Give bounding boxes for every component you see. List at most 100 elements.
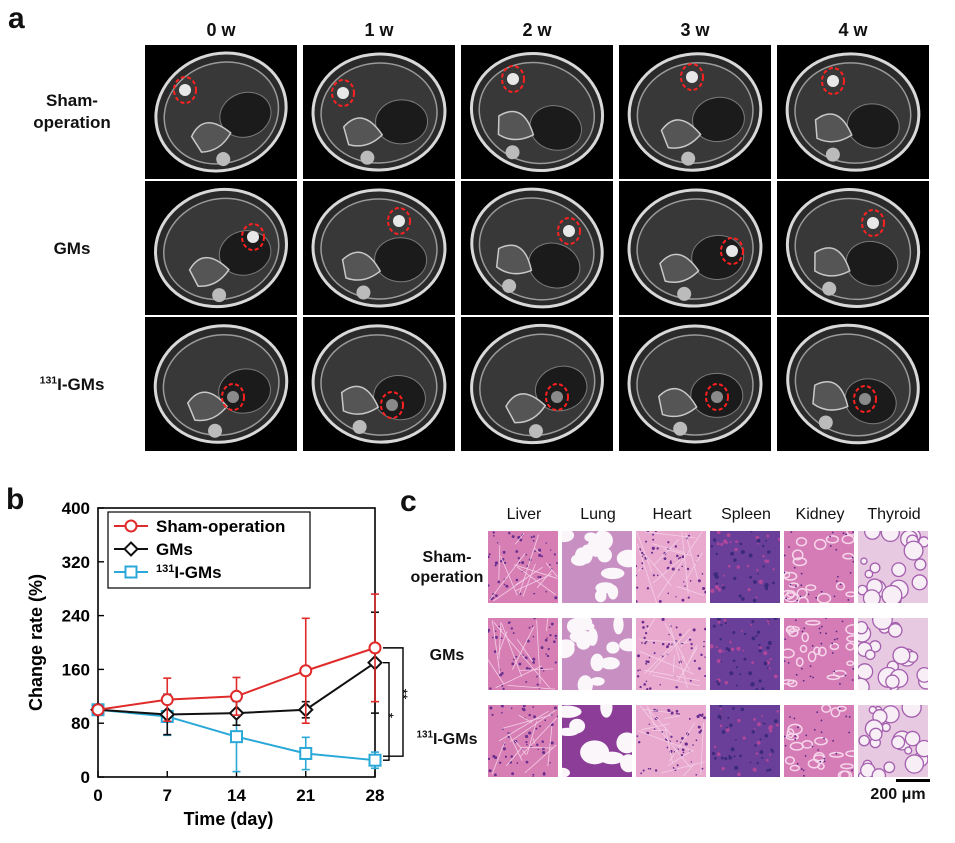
- mri-image-sham-4w: [777, 45, 929, 179]
- mri-image-sham-3w: [619, 45, 771, 179]
- y-tick-label: 80: [71, 714, 90, 733]
- column-label-1w: 1 w: [364, 20, 394, 40]
- organ-label-thyroid: Thyroid: [867, 506, 921, 523]
- tumor-marker-circle: [821, 67, 845, 95]
- histology-image-gms-kidney: [784, 618, 854, 690]
- data-point-circle: [91, 703, 105, 717]
- tumor-spot: [551, 391, 563, 403]
- tumor-spot: [179, 84, 191, 96]
- tumor-marker-circle: [501, 65, 525, 93]
- mri-image-gms-3w: [619, 181, 771, 315]
- x-tick-label: 7: [163, 786, 172, 805]
- data-point-square: [299, 746, 313, 760]
- histology-image-sham-thyroid: [858, 531, 928, 603]
- row-label-131i-gms: 131I-GMs: [39, 374, 105, 394]
- mri-image-gms-1w: [303, 181, 455, 315]
- column-label-3w: 3 w: [680, 20, 710, 40]
- mri-image-sham-1w: [303, 45, 455, 179]
- mri-image-sham-0w: [145, 45, 297, 179]
- histology-image-gms-spleen: [710, 618, 780, 690]
- x-tick-label: 14: [227, 786, 246, 805]
- tumor-spot: [247, 231, 259, 243]
- tumor-spot: [393, 215, 405, 227]
- mri-image-131i-gms-0w: [145, 317, 297, 451]
- histology-image-sham-lung: [562, 531, 632, 603]
- tumor-change-rate-chart: 0 80 160 240 320 400 0 7 14 21 28 Time (day) Change …: [26, 499, 411, 829]
- tumor-spot: [386, 399, 398, 411]
- organ-label-heart: Heart: [652, 506, 692, 523]
- mri-image-131i-gms-1w: [303, 317, 455, 451]
- legend-label-diamond: GMs: [156, 540, 193, 559]
- significance-bracket-double: [383, 647, 404, 757]
- tumor-marker-circle: [680, 63, 704, 91]
- tumor-spot: [686, 71, 698, 83]
- tumor-spot: [859, 393, 871, 405]
- scale-bar-label: 200 μm: [870, 786, 926, 803]
- histology-image-131i-gms-liver: [488, 705, 558, 777]
- mri-image-131i-gms-4w: [777, 317, 929, 451]
- significance-mark-single: *: [381, 713, 397, 719]
- tumor-marker-circle: [241, 223, 265, 251]
- histology-image-gms-liver: [488, 618, 558, 690]
- histology-image-131i-gms-spleen: [710, 705, 780, 777]
- panel-a-letter: a: [8, 2, 25, 35]
- x-axis-label: Time (day): [184, 809, 274, 829]
- y-tick-label: 160: [62, 660, 90, 679]
- column-label-0w: 0 w: [206, 20, 236, 40]
- organ-label-liver: Liver: [506, 506, 542, 523]
- mri-image-131i-gms-2w: [461, 317, 613, 451]
- mri-image-gms-4w: [777, 181, 929, 315]
- data-point-circle: [299, 664, 313, 678]
- tumor-spot: [711, 391, 723, 403]
- tumor-marker-circle: [380, 391, 404, 419]
- histology-image-131i-gms-lung: [562, 705, 632, 777]
- tumor-marker-circle: [720, 237, 744, 265]
- mri-image-sham-2w: [461, 45, 613, 179]
- tumor-spot: [563, 225, 575, 237]
- histology-image-gms-heart: [636, 618, 706, 690]
- histology-image-sham-liver: [488, 531, 558, 603]
- panel-c-letter: c: [400, 485, 417, 518]
- mri-image-gms-0w: [145, 181, 297, 315]
- legend-label-square: 131I-GMs: [156, 563, 222, 582]
- tumor-spot: [867, 217, 879, 229]
- data-point-circle: [160, 693, 174, 707]
- row-label-sham: Sham- operation: [33, 91, 111, 132]
- mri-image-gms-2w: [461, 181, 613, 315]
- row-label-gms: GMs: [53, 239, 91, 258]
- scale-bar: [896, 779, 930, 782]
- tumor-spot: [827, 75, 839, 87]
- panel-b-letter: b: [6, 483, 25, 516]
- organ-label-spleen: Spleen: [721, 506, 771, 523]
- tumor-spot: [726, 245, 738, 257]
- data-point-square: [368, 753, 382, 767]
- histology-image-131i-gms-thyroid: [858, 705, 928, 777]
- significance-bracket-single: [383, 661, 390, 761]
- tumor-marker-circle: [221, 383, 245, 411]
- histology-image-gms-lung: [562, 618, 632, 690]
- organ-label-lung: Lung: [580, 506, 616, 523]
- significance-mark-double: **: [395, 689, 411, 700]
- histology-image-gms-thyroid: [858, 618, 928, 690]
- tumor-marker-circle: [705, 383, 729, 411]
- y-axis-label: Change rate (%): [26, 574, 46, 711]
- histology-row-label-131i-gms: 131I-GMs: [416, 729, 478, 748]
- tumor-spot: [227, 391, 239, 403]
- tumor-spot: [507, 73, 519, 85]
- histology-image-131i-gms-kidney: [784, 705, 854, 777]
- organ-label-kidney: Kidney: [795, 506, 845, 523]
- histology-image-sham-kidney: [784, 531, 854, 603]
- y-tick-label: 240: [62, 607, 90, 626]
- histology-image-sham-spleen: [710, 531, 780, 603]
- histology-row-label-gms: GMs: [429, 647, 465, 664]
- y-tick-label: 400: [62, 499, 90, 518]
- data-point-circle: [230, 689, 243, 703]
- tumor-marker-circle: [557, 217, 581, 245]
- tumor-marker-circle: [861, 209, 885, 237]
- x-tick-label: 28: [366, 786, 385, 805]
- legend-marker-circle: [124, 519, 138, 533]
- tumor-marker-circle: [331, 79, 355, 107]
- column-label-2w: 2 w: [522, 20, 552, 40]
- legend-label-circle: Sham-operation: [156, 517, 285, 536]
- x-tick-label: 21: [296, 786, 315, 805]
